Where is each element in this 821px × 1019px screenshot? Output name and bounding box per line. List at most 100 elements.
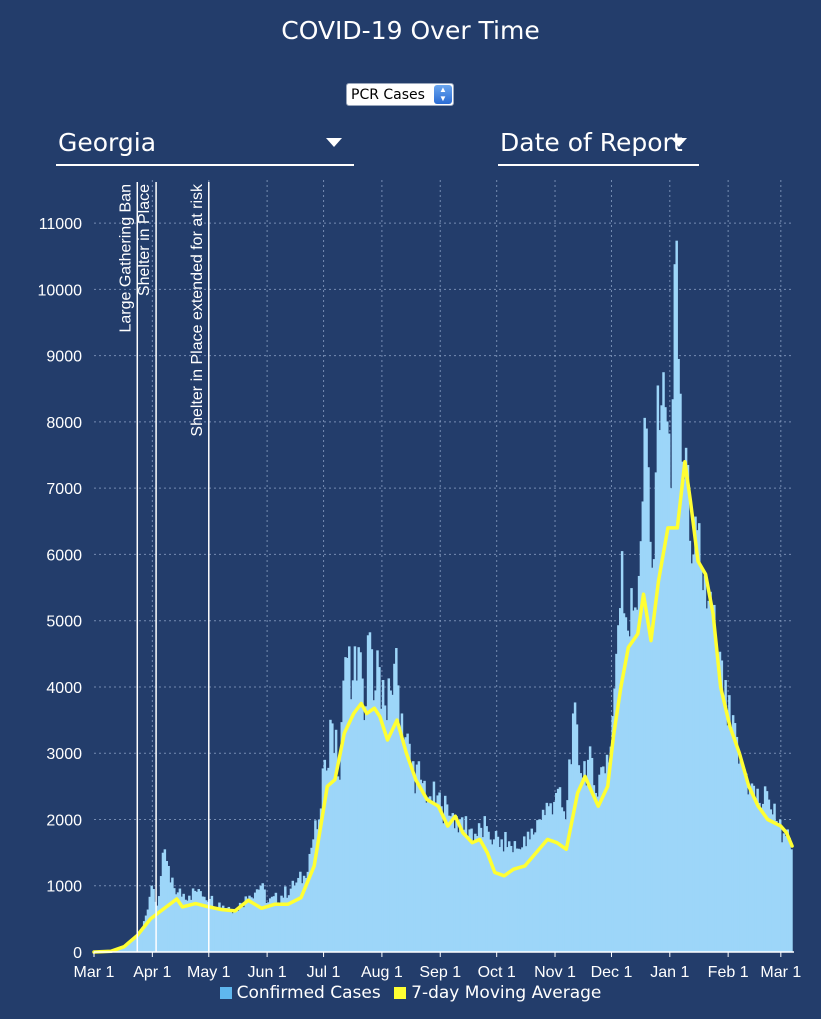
bar [675,240,678,952]
bar [669,488,673,952]
bar [617,625,620,952]
bar [722,700,725,952]
bar [440,806,443,952]
bar [620,551,624,952]
bar [782,833,786,952]
bar [383,705,387,952]
bar [163,849,167,952]
bar [718,651,722,952]
bar [637,575,641,952]
bar [767,799,771,952]
bar [353,646,357,952]
x-tick-label: Oct 1 [478,964,516,981]
bar [724,680,727,952]
bar [363,720,366,952]
bar [368,632,372,952]
bar [248,895,251,952]
bar [575,724,579,952]
bar [735,736,739,952]
bar [167,865,170,952]
bar [385,720,389,952]
legend: Confirmed Cases 7-day Moving Average [0,983,821,1003]
bar [485,826,488,952]
bar [731,715,735,952]
bar [291,880,295,952]
bar [658,430,661,952]
y-tick-label: 7000 [46,481,82,498]
bar [310,847,313,952]
bar [677,358,680,953]
bar [641,501,645,952]
bar [139,932,142,952]
bar [673,264,677,953]
bar [223,908,227,952]
bar [701,590,705,952]
bar [227,906,231,952]
date-type-dropdown[interactable]: Date of Report [498,124,699,166]
bar [728,695,731,952]
legend-item-confirmed[interactable]: Confirmed Cases [219,983,381,1003]
bar [212,907,216,952]
x-tick-label: Aug 1 [361,964,403,981]
bar [129,942,133,952]
chevron-down-icon[interactable] [671,138,687,147]
legend-item-moving-average[interactable]: 7-day Moving Average [394,983,601,1003]
bar [278,902,281,952]
bar [378,667,381,952]
bar [180,896,184,952]
bar [381,680,385,952]
bar [492,839,496,952]
bar [285,897,289,952]
bar [195,891,199,952]
bar [442,823,445,952]
bar [124,944,127,952]
event-annotations: Large Gathering Ban Shelter in Place Shelt… [117,182,210,952]
bar [237,910,240,952]
select-stepper-icon[interactable]: ▲ ▼ [434,85,452,104]
bar [218,902,221,952]
bar [500,839,503,952]
bar [530,828,534,952]
bar [750,783,754,952]
bar [551,814,554,952]
bar [184,899,187,952]
bar [157,896,161,952]
bar [127,942,131,952]
bar [325,770,328,952]
bar [504,831,507,952]
bar [786,829,789,952]
bar [259,885,263,952]
bar [475,836,479,952]
metric-select[interactable]: PCR Cases ▲ ▼ [346,83,454,106]
bar [387,678,391,952]
bar [144,915,148,952]
bar [468,829,471,952]
bar [784,836,788,952]
bar [314,820,317,952]
bar [293,885,296,952]
bar [366,635,370,952]
bar [396,685,400,952]
bar [253,892,257,952]
bar [649,541,652,952]
bar [462,829,466,952]
bar [188,895,191,952]
bar [600,767,603,952]
bar [472,842,475,952]
bar [615,653,618,952]
legend-swatch [219,987,232,999]
bar [445,804,449,952]
bar [707,600,710,952]
bar [507,841,511,952]
x-tick-label: Mar 1 [760,964,801,981]
bar [562,811,566,952]
bar [295,882,298,952]
region-dropdown[interactable]: Georgia [56,124,354,166]
bar [703,575,707,952]
y-tick-label: 6000 [46,547,82,564]
grid [94,180,794,952]
bar [329,719,332,952]
chevron-down-icon[interactable] [326,138,342,147]
bar [634,607,637,952]
bar [487,831,490,952]
